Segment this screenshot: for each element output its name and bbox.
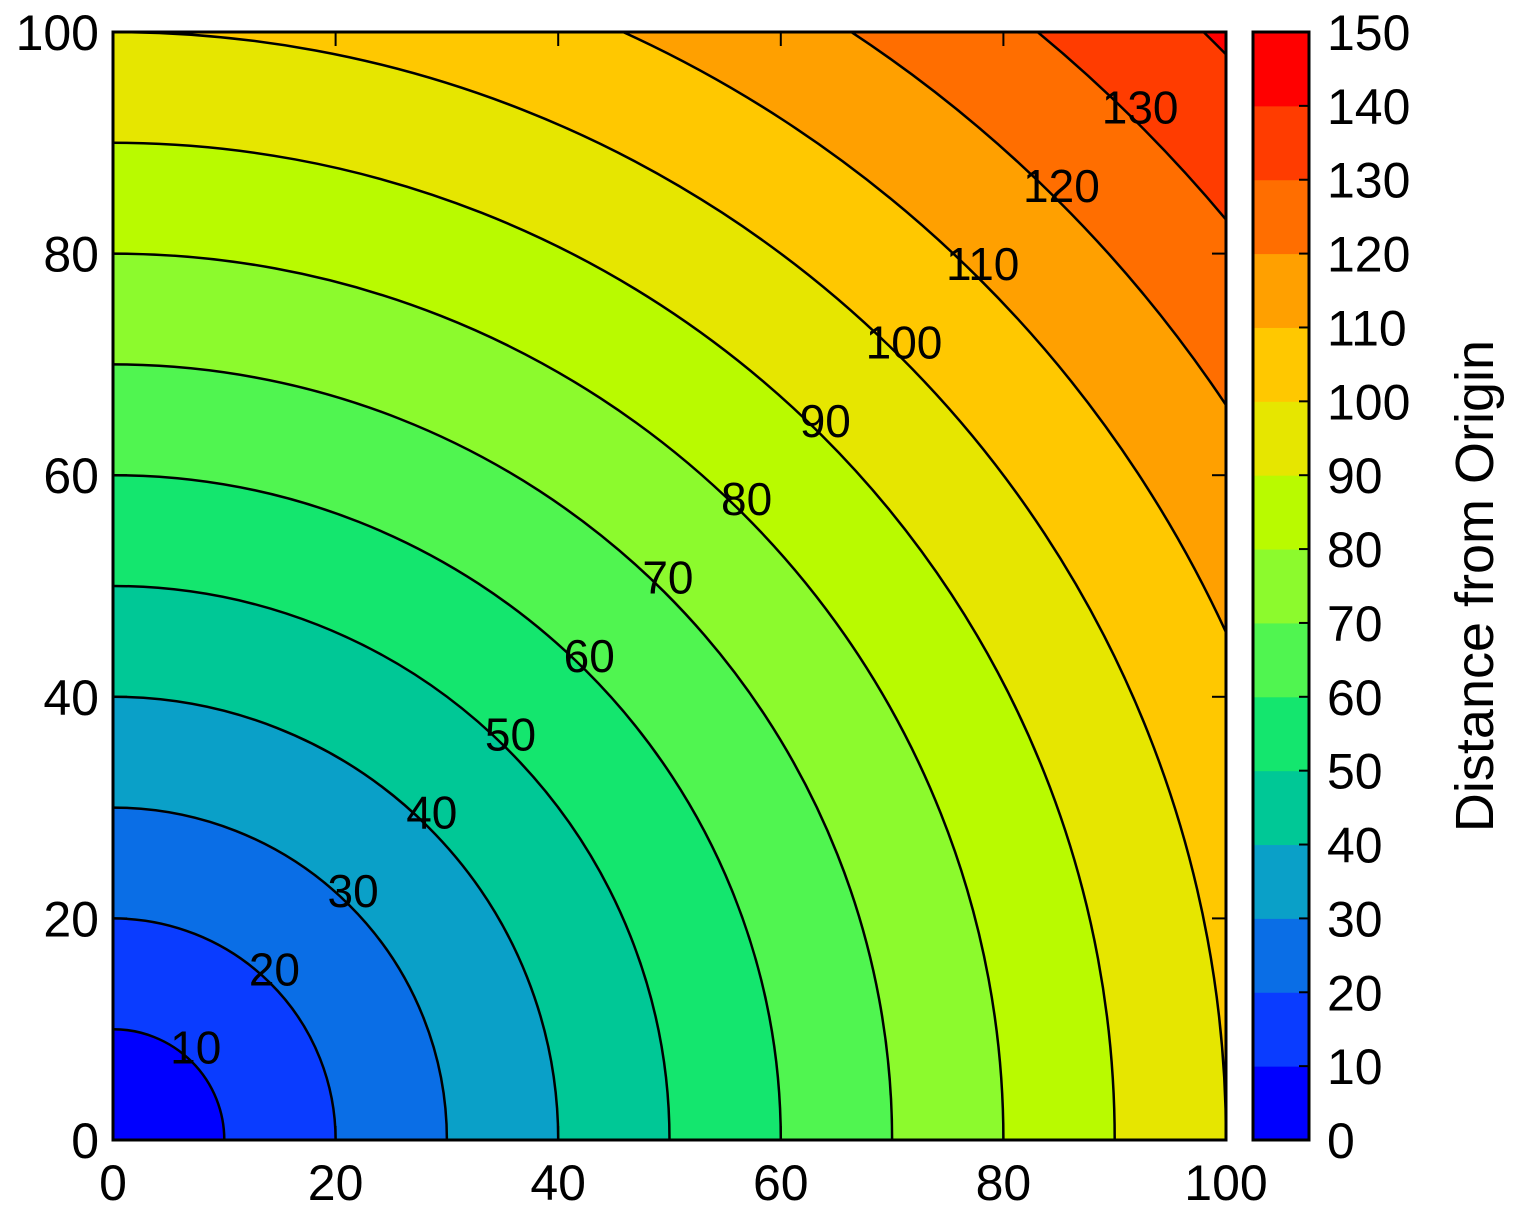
x-tick-label: 0 (99, 1155, 127, 1211)
colorbar-band-10 (1253, 327, 1309, 402)
y-axis: 0 20 40 60 80 100 (16, 5, 1226, 1169)
x-tick-label: 80 (976, 1155, 1032, 1211)
contour-label-100: 100 (866, 317, 943, 369)
contour-line-60 (113, 473, 783, 1140)
x-tick-label: 40 (530, 1155, 586, 1211)
contour-line-140 (1201, 32, 1226, 57)
colorbar-band-2 (1253, 918, 1309, 993)
contour-label-130: 130 (1102, 81, 1179, 133)
colorbar-tick-label: 100 (1327, 374, 1410, 430)
colorbar-tick-label: 10 (1327, 1039, 1383, 1095)
colorbar-band-9 (1253, 401, 1309, 476)
y-tick-label: 100 (16, 5, 99, 61)
colorbar-title: Distance from Origin (1445, 340, 1505, 832)
x-tick-label: 20 (308, 1155, 364, 1211)
contour-label-30: 30 (328, 865, 379, 917)
contour-label-60: 60 (564, 630, 615, 682)
contour-fill-bands (113, 32, 1226, 1140)
colorbar-band-0 (1253, 1066, 1309, 1141)
x-tick-label: 100 (1184, 1155, 1267, 1211)
contour-line-90 (113, 141, 1116, 1140)
contour-lines (113, 32, 1226, 1140)
colorbar-tick-label: 80 (1327, 522, 1383, 578)
colorbar-tick-label: 30 (1327, 891, 1383, 947)
colorbar-tick-label: 110 (1327, 300, 1407, 356)
contour-line-110 (619, 32, 1226, 636)
colorbar-band-11 (1253, 253, 1309, 328)
colorbar-tick-label: 150 (1327, 5, 1410, 61)
colorbar-tick-label: 50 (1327, 744, 1383, 800)
colorbar-band-8 (1253, 475, 1309, 550)
contour-line-80 (113, 252, 1005, 1140)
contour-label-40: 40 (406, 787, 457, 839)
colorbar: 0 10 20 30 40 50 60 70 80 90 100 110 120 130 140 150 (1251, 5, 1410, 1169)
contour-label-50: 50 (485, 708, 536, 760)
x-tick-label: 60 (753, 1155, 809, 1211)
colorbar-tick-label: 140 (1327, 79, 1410, 135)
contour-label-120: 120 (1023, 160, 1100, 212)
colorbar-tick-label: 20 (1327, 965, 1383, 1021)
contour-line-70 (113, 363, 894, 1140)
contour-line-130 (1035, 32, 1226, 222)
contour-line-20 (113, 917, 337, 1140)
colorbar-band-12 (1253, 179, 1309, 255)
contour-label-20: 20 (249, 943, 300, 995)
colorbar-tick-label: 0 (1327, 1113, 1355, 1169)
contour-line-100 (113, 32, 1226, 1140)
y-tick-label: 20 (43, 891, 99, 947)
colorbar-tick-label: 120 (1327, 227, 1410, 283)
colorbar-frame (1251, 30, 1311, 1142)
colorbar-band-14 (1253, 32, 1309, 107)
contour-label-90: 90 (800, 395, 851, 447)
y-tick-label: 80 (43, 227, 99, 283)
contour-label-70: 70 (642, 552, 693, 604)
contour-line-40 (113, 695, 560, 1140)
colorbar-tick-label: 60 (1327, 670, 1383, 726)
contour-line-10 (113, 1027, 226, 1140)
contour-line-50 (113, 584, 671, 1140)
x-axis: 0 20 40 60 80 100 (99, 32, 1268, 1211)
colorbar-tick-label: 70 (1327, 596, 1383, 652)
colorbar-band-6 (1253, 622, 1309, 698)
contour-line-30 (113, 806, 449, 1140)
colorbar-band-13 (1253, 105, 1309, 181)
contour-band-0 (113, 1029, 225, 1140)
colorbar-band-4 (1253, 770, 1309, 846)
y-tick-label: 0 (71, 1113, 99, 1169)
contour-line-120 (848, 32, 1226, 408)
contour-label-10: 10 (170, 1022, 221, 1074)
colorbar-tick-label: 130 (1327, 153, 1410, 209)
y-tick-label: 60 (43, 448, 99, 504)
y-tick-label: 40 (43, 670, 99, 726)
plot-frame (111, 30, 1228, 1142)
colorbar-tick-label: 90 (1327, 448, 1383, 504)
colorbar-band-3 (1253, 844, 1309, 919)
colorbar-band-1 (1253, 992, 1309, 1067)
contour-label-110: 110 (946, 238, 1019, 290)
contour-label-80: 80 (721, 473, 772, 525)
colorbar-band-5 (1253, 696, 1309, 772)
colorbar-band-7 (1253, 549, 1309, 624)
colorbar-tick-label: 40 (1327, 818, 1383, 874)
